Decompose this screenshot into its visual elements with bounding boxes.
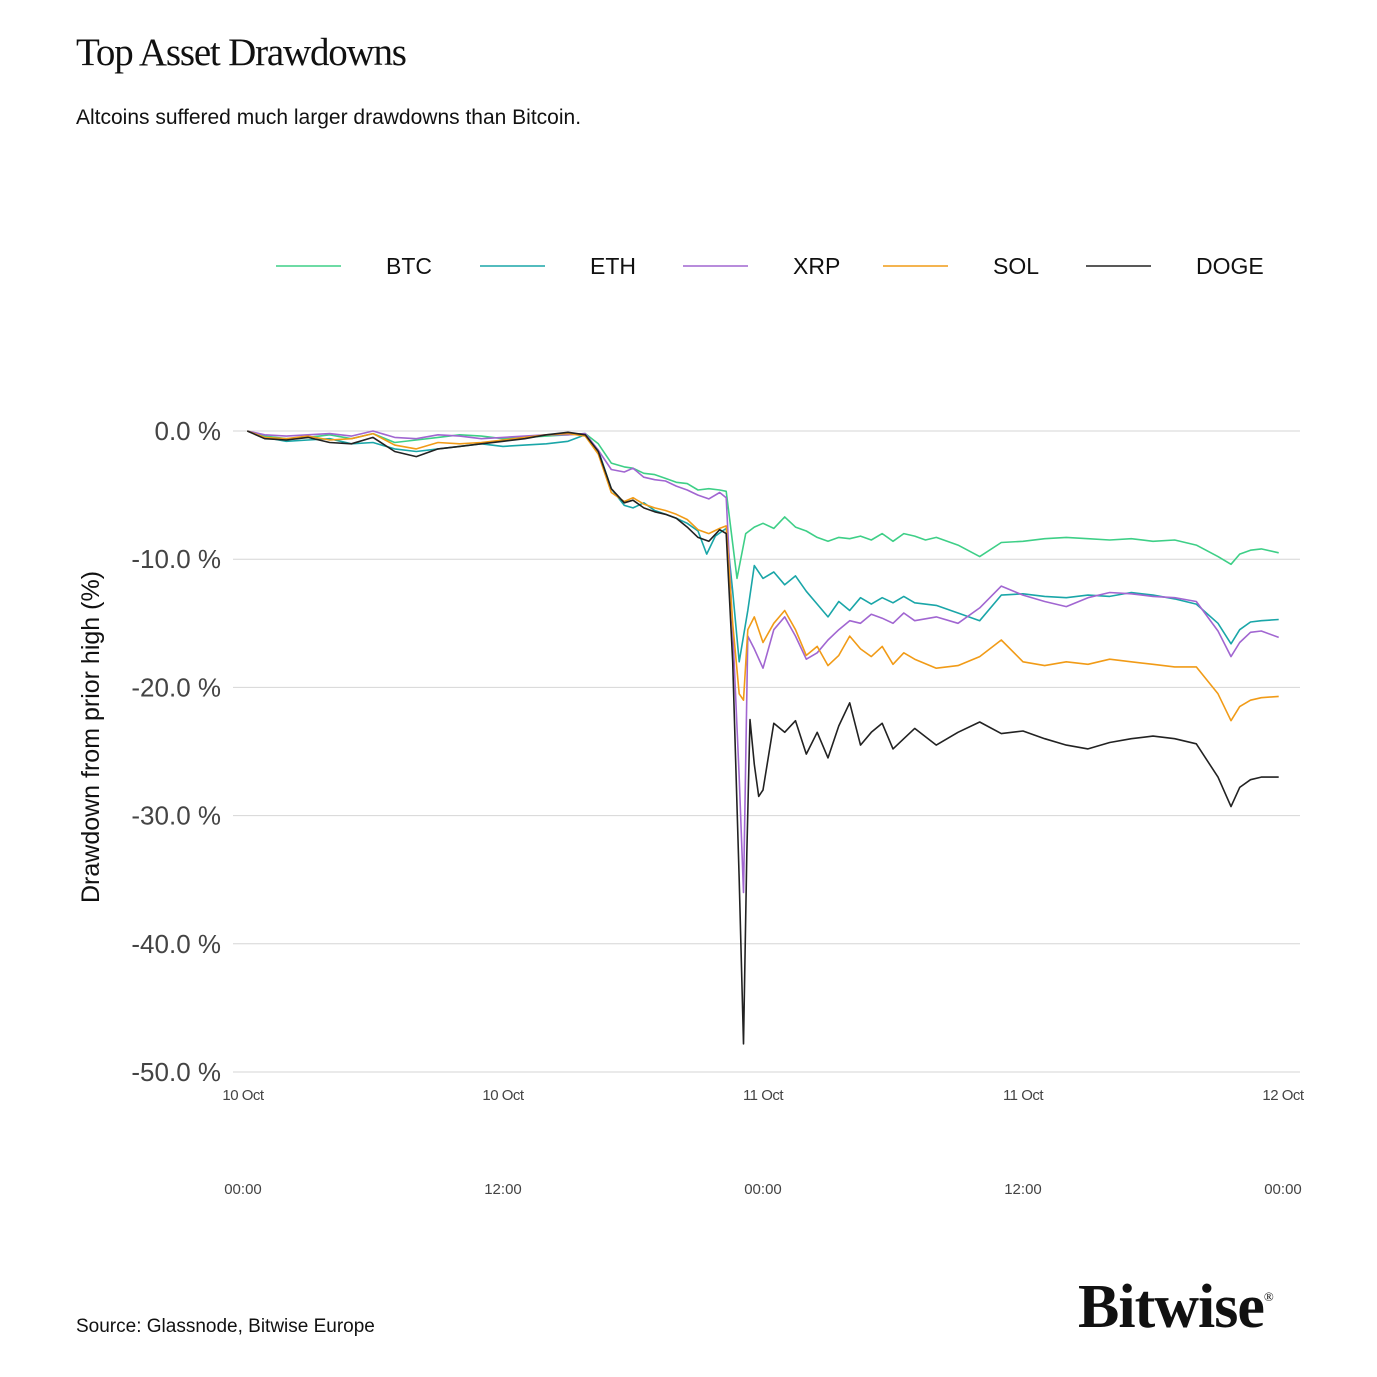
bitwise-logo: Bitwise®: [1078, 1273, 1274, 1341]
x-tick-time-label: 00:00: [1264, 1181, 1302, 1198]
x-tick-date-label: 10 Oct: [222, 1087, 265, 1104]
y-tick-label: -50.0 %: [131, 1057, 221, 1087]
y-tick-label: -30.0 %: [131, 801, 221, 831]
y-axis: 0.0 % -10.0 % -20.0 % -30.0 % -40.0 % -50.0 %: [131, 416, 221, 1087]
y-tick-label: -40.0 %: [131, 929, 221, 959]
series-line-sol: [247, 430, 1279, 722]
source-note: Source: Glassnode, Bitwise Europe: [76, 1316, 375, 1337]
series-line-btc: [247, 430, 1279, 580]
chart-legend: BTC ETH XRP SOL DOGE: [276, 253, 1264, 279]
y-tick-label: -10.0 %: [131, 544, 221, 574]
legend-label-xrp: XRP: [793, 253, 840, 279]
y-tick-label: -20.0 %: [131, 672, 221, 702]
legend-label-btc: BTC: [386, 253, 432, 279]
registered-mark: ®: [1263, 1289, 1274, 1304]
logo-text: Bitwise: [1078, 1273, 1265, 1341]
x-tick-date-label: 12 Oct: [1262, 1087, 1305, 1104]
legend-label-eth: ETH: [590, 253, 636, 279]
x-tick-date-label: 11 Oct: [743, 1087, 784, 1104]
chart-series: [246, 430, 1279, 1045]
series-line-xrp: [247, 430, 1279, 894]
chart-gridlines: [233, 430, 1300, 1073]
y-axis-label: Drawdown from prior high (%): [77, 571, 105, 903]
x-tick-time-label: 00:00: [224, 1181, 262, 1198]
x-tick-date-label: 11 Oct: [1003, 1087, 1044, 1104]
chart-subtitle: Altcoins suffered much larger drawdowns …: [76, 106, 582, 129]
y-tick-label: 0.0 %: [155, 416, 222, 446]
series-line-eth: [247, 430, 1279, 663]
legend-label-doge: DOGE: [1196, 253, 1264, 279]
x-tick-time-label: 00:00: [744, 1181, 782, 1198]
chart-title: Top Asset Drawdowns: [76, 31, 407, 74]
x-tick-date-label: 10 Oct: [482, 1087, 525, 1104]
legend-label-sol: SOL: [993, 253, 1039, 279]
series-line-doge: [246, 430, 1279, 1045]
x-tick-time-label: 12:00: [1004, 1181, 1042, 1198]
x-tick-time-label: 12:00: [484, 1181, 522, 1198]
x-axis: 10 Oct 00:00 10 Oct 12:00 11 Oct 00:00 11 Oct 1…: [222, 1087, 1305, 1198]
